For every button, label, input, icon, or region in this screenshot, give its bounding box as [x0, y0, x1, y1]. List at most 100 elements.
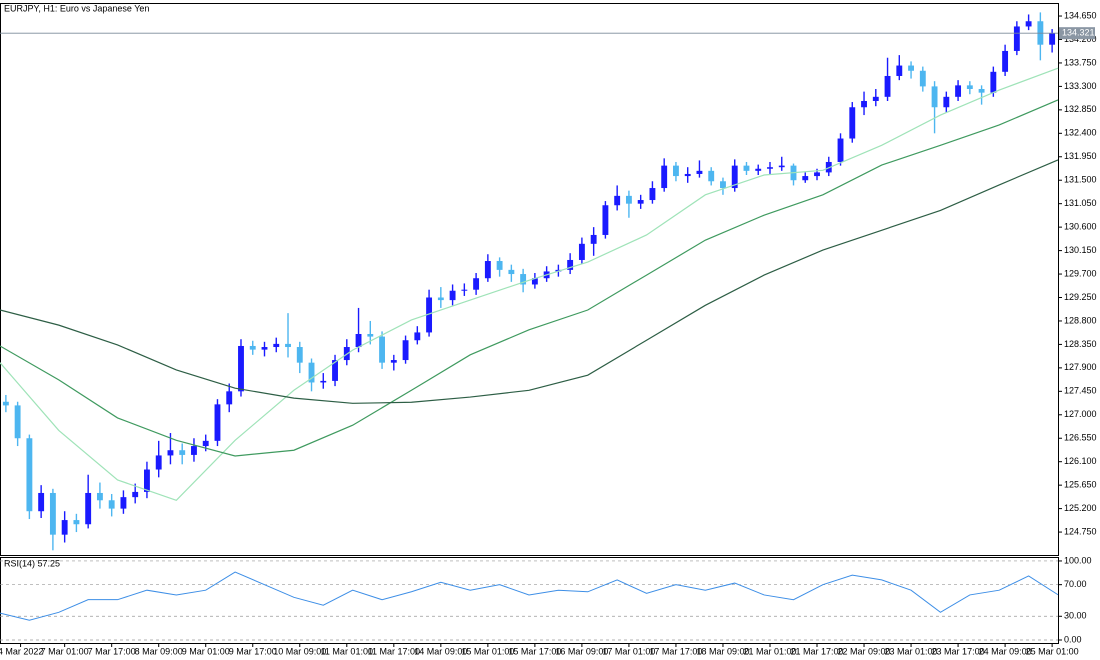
- y-tick-label: 130.600: [1064, 222, 1097, 232]
- candle-body: [696, 170, 703, 174]
- x-tick-label: 4 Mar 2022: [0, 646, 43, 656]
- candle-body: [908, 65, 914, 71]
- candle-body: [484, 261, 491, 279]
- candle-body: [978, 89, 985, 93]
- x-tick-label: 15 Mar 01:00: [461, 646, 514, 656]
- x-tick-label: 21 Mar 17:00: [790, 646, 843, 656]
- x-tick-label: 10 Mar 09:00: [273, 646, 326, 656]
- x-tick-label: 14 Mar 09:00: [414, 646, 467, 656]
- x-tick-label: 17 Mar 17:00: [649, 646, 702, 656]
- x-tick-label: 23 Mar 01:00: [885, 646, 938, 656]
- candle-body: [355, 333, 362, 348]
- candle-body: [567, 259, 574, 270]
- moving-average: [0, 159, 1059, 404]
- candle-body: [943, 96, 950, 108]
- y-tick-label: 132.850: [1064, 104, 1097, 114]
- candle-body: [179, 450, 186, 455]
- candle-body: [473, 278, 480, 290]
- candle-body: [320, 380, 327, 383]
- candle-body: [38, 492, 45, 512]
- y-tick-label: 129.700: [1064, 268, 1097, 278]
- candle-body: [919, 70, 926, 87]
- candle-body: [108, 500, 115, 509]
- rsi-line: [0, 571, 1059, 621]
- x-tick-label: 25 Mar 01:00: [1026, 646, 1079, 656]
- y-tick-label: 0.00: [1064, 634, 1082, 644]
- candle-body: [367, 333, 374, 337]
- candle-body: [332, 360, 338, 381]
- rsi-title: RSI(14) 57.25: [4, 558, 60, 568]
- candle-body: [578, 243, 585, 260]
- y-tick-label: 126.550: [1064, 433, 1097, 443]
- y-tick-label: 100.00: [1064, 555, 1092, 565]
- chart-title: EURJPY, H1: Euro vs Japanese Yen: [4, 3, 149, 13]
- candle-body: [755, 168, 762, 171]
- x-tick-label: 17 Mar 01:00: [602, 646, 655, 656]
- candle-body: [1049, 33, 1056, 45]
- y-tick-label: 126.100: [1064, 456, 1097, 466]
- current-price-box: [1059, 27, 1095, 40]
- x-tick-label: 11 Mar 17:00: [368, 646, 420, 656]
- candle-body: [261, 347, 268, 350]
- candle-body: [802, 176, 809, 181]
- main-panel: [0, 3, 1059, 556]
- x-tick-label: 8 Mar 09:00: [135, 646, 183, 656]
- candle-body: [437, 297, 444, 301]
- candle-body: [379, 336, 385, 363]
- candle-body: [26, 438, 33, 512]
- y-tick-label: 129.250: [1064, 292, 1097, 302]
- candle-body: [966, 85, 973, 90]
- y-tick-label: 128.800: [1064, 315, 1097, 325]
- y-tick-label: 127.900: [1064, 362, 1097, 372]
- candle-body: [614, 195, 621, 206]
- y-tick-label: 125.650: [1064, 480, 1097, 490]
- candle-body: [731, 165, 738, 189]
- candle-body: [931, 86, 938, 108]
- candle-body: [461, 289, 468, 291]
- candle-body: [884, 75, 891, 97]
- candle-body: [214, 404, 221, 441]
- candle-body: [637, 200, 644, 204]
- candle-body: [96, 492, 103, 501]
- candle-body: [73, 520, 80, 525]
- candle-body: [767, 167, 773, 169]
- candle-body: [296, 347, 303, 363]
- candle-body: [708, 170, 715, 182]
- candle-body: [426, 297, 433, 333]
- candle-body: [520, 274, 527, 285]
- candle-body: [496, 261, 503, 270]
- rsi-panel: [0, 557, 1059, 644]
- candle-body: [14, 405, 21, 439]
- candle-body: [285, 343, 291, 348]
- candle-body: [990, 71, 997, 93]
- y-tick-label: 131.950: [1064, 151, 1097, 161]
- y-tick-label: 133.750: [1064, 57, 1097, 67]
- candle-body: [308, 362, 315, 383]
- candle-body: [837, 138, 844, 162]
- candle-body: [414, 332, 421, 341]
- y-tick-label: 125.200: [1064, 503, 1097, 513]
- current-price-label: 134.321: [1062, 28, 1095, 38]
- candle-body: [238, 345, 244, 392]
- candle-body: [673, 165, 679, 177]
- y-tick-label: 70.00: [1064, 579, 1087, 589]
- x-tick-label: 22 Mar 09:00: [838, 646, 891, 656]
- candle-body: [202, 440, 209, 447]
- candle-body: [390, 360, 397, 363]
- candle-body: [720, 181, 726, 189]
- candle-body: [249, 345, 256, 350]
- candle-body: [814, 172, 820, 177]
- x-tick-label: 7 Mar 17:00: [88, 646, 136, 656]
- y-tick-label: 127.000: [1064, 409, 1097, 419]
- candle-body: [602, 205, 609, 235]
- candle-body: [1002, 50, 1009, 72]
- moving-average: [0, 67, 1059, 501]
- candle-body: [2, 401, 9, 406]
- y-tick-label: 133.300: [1064, 81, 1097, 91]
- candle-body: [590, 234, 597, 244]
- candle-body: [191, 446, 197, 455]
- candle-body: [144, 469, 150, 492]
- candle-body: [896, 65, 903, 76]
- candle-body: [661, 165, 668, 189]
